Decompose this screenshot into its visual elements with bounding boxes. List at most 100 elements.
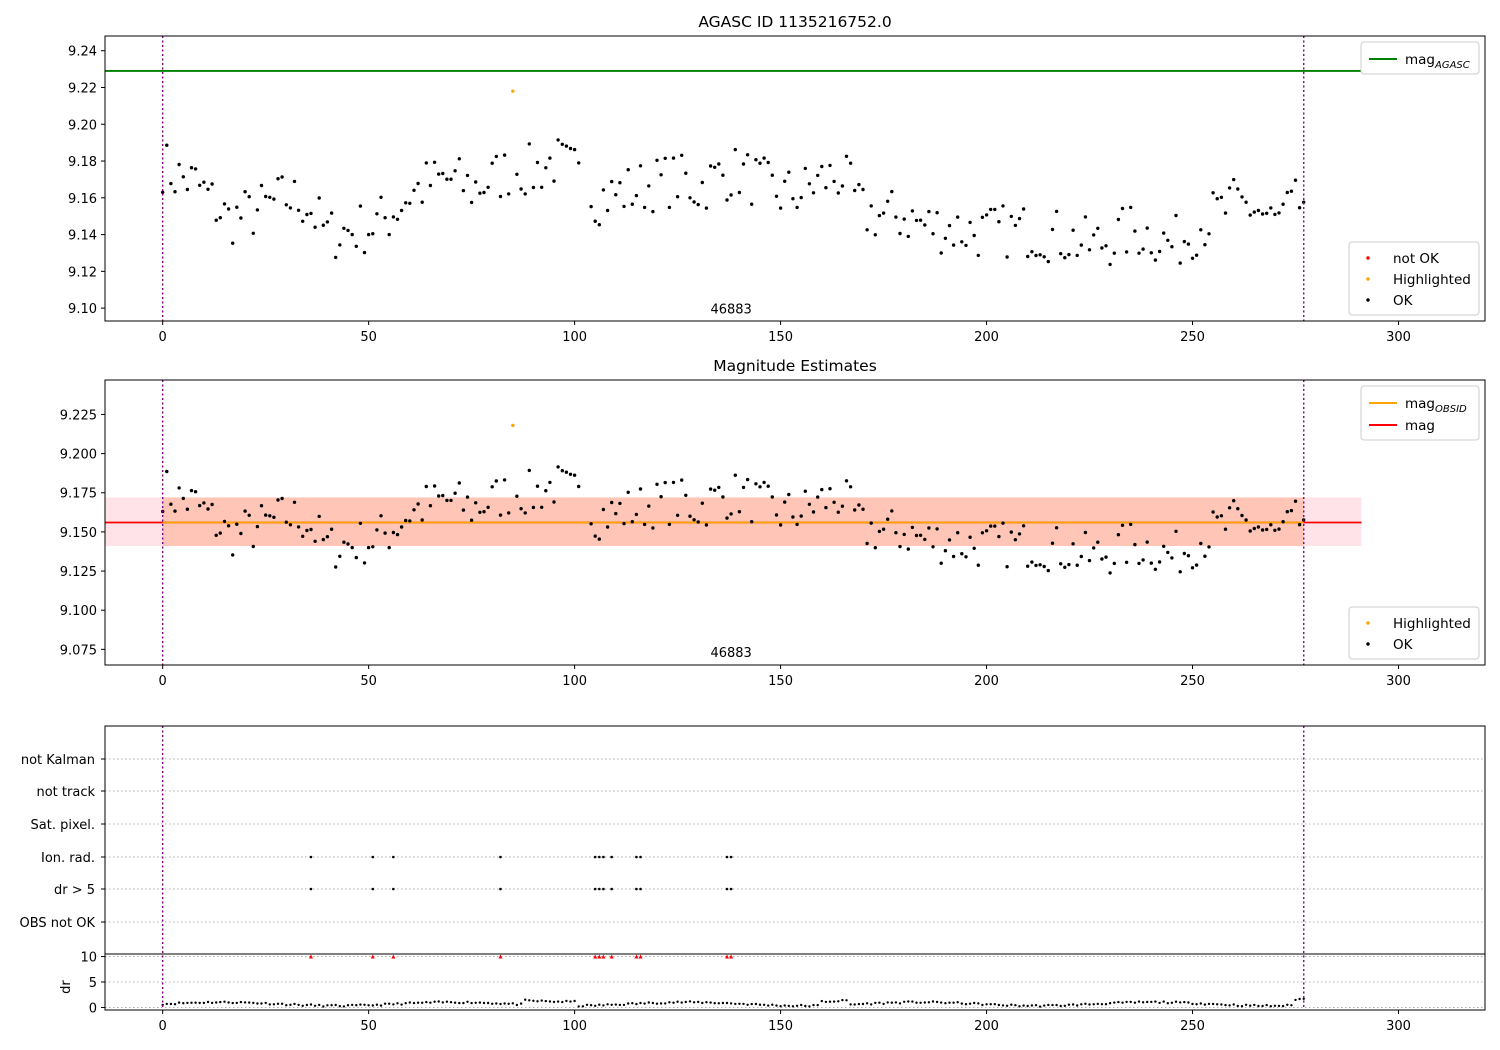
dr-point (981, 1003, 984, 1007)
ok-point (1026, 564, 1030, 568)
ok-point (1240, 195, 1244, 199)
ok-point (708, 164, 713, 168)
dr-point (1076, 1004, 1079, 1007)
ok-point (482, 190, 486, 195)
dr-point (783, 1004, 786, 1007)
ok-point (918, 533, 923, 537)
ok-point (165, 469, 169, 474)
ok-point (424, 484, 428, 489)
dr-point (1088, 1003, 1091, 1006)
ok-point (375, 212, 379, 216)
ok-point (243, 190, 247, 194)
ok-point (692, 518, 696, 522)
dr-point (589, 1004, 593, 1007)
ok-point (626, 490, 630, 494)
ok-point (1207, 232, 1211, 236)
ok-point (956, 215, 960, 219)
ok-point (301, 219, 305, 223)
ok-point (449, 177, 453, 181)
ok-point (993, 207, 997, 212)
ok-point (1244, 200, 1248, 204)
ok-point (1232, 499, 1236, 503)
ok-point (1108, 571, 1112, 575)
dr-clipped-marker (638, 954, 643, 959)
dr-point (1080, 1003, 1083, 1006)
ok-point (931, 545, 935, 549)
ok-point (1162, 231, 1166, 235)
dr-point (911, 1000, 914, 1003)
ok-point (667, 205, 672, 210)
ok-point (1116, 533, 1121, 537)
y-tick-label: 9.16 (68, 192, 97, 207)
dr-point (944, 1002, 947, 1005)
ok-point (1017, 216, 1022, 221)
ok-point (1211, 510, 1215, 514)
x-tick-label: 50 (360, 674, 377, 689)
ok-point (848, 161, 853, 165)
ok-point (1071, 542, 1075, 546)
dr-point (890, 1001, 893, 1004)
axes-frame (104, 379, 1486, 666)
dr-tick-label: 5 (89, 976, 97, 991)
ok-point (535, 484, 540, 488)
dr-point (425, 1000, 428, 1004)
dr-point (379, 1004, 383, 1007)
ok-point (346, 228, 350, 233)
legend-label: Highlighted (1393, 616, 1471, 632)
dr-point (165, 1002, 168, 1006)
ok-point (1038, 563, 1042, 567)
dr-point (598, 1003, 601, 1006)
dr-point (363, 1003, 366, 1006)
line-legend: magAGASC (1360, 41, 1480, 75)
dr-point (878, 1001, 881, 1004)
ok-point (1063, 256, 1067, 260)
ok-point (630, 202, 634, 206)
dr-point (857, 1002, 861, 1006)
x-tick-label: 200 (974, 674, 999, 689)
dr-point (639, 1001, 642, 1005)
ok-point (614, 193, 618, 197)
ok-point (914, 533, 919, 538)
ok-point (729, 512, 733, 516)
dr-point (1277, 1004, 1281, 1008)
ok-point (441, 493, 445, 498)
ok-point (853, 188, 857, 193)
ok-point (918, 218, 923, 222)
ok-point (519, 507, 523, 511)
ok-point (1203, 554, 1207, 558)
ok-point (667, 522, 672, 527)
ok-point (317, 514, 321, 519)
ok-point (943, 236, 948, 240)
dr-point (1240, 1005, 1244, 1008)
flag-point (309, 855, 313, 859)
dr-point (342, 1005, 346, 1008)
ok-point (976, 253, 980, 258)
ok-point (857, 182, 861, 187)
ok-point (1174, 529, 1178, 533)
ok-point (231, 553, 235, 557)
dr-point (515, 1003, 519, 1007)
ok-point (787, 492, 791, 497)
dr-point (519, 1002, 523, 1005)
dr-point (429, 1001, 432, 1004)
ok-point (457, 481, 461, 485)
dr-point (631, 1002, 634, 1005)
legend-label: Highlighted (1393, 272, 1471, 288)
dr-point (491, 1002, 494, 1005)
ok-point (490, 485, 494, 489)
dr-point (1162, 1000, 1165, 1003)
dr-point (577, 1005, 580, 1008)
ok-point (280, 175, 284, 179)
ok-point (976, 563, 980, 567)
ok-point (1046, 568, 1051, 573)
ok-point (939, 251, 943, 255)
dr-point (1286, 1003, 1289, 1006)
ok-point (947, 223, 952, 228)
ok-point (1277, 527, 1281, 531)
ok-point (420, 518, 424, 522)
ok-point (210, 182, 214, 186)
dr-point (1228, 1004, 1231, 1007)
ok-point (610, 179, 614, 184)
dr-point (1207, 1002, 1211, 1006)
ok-point (1260, 528, 1265, 532)
